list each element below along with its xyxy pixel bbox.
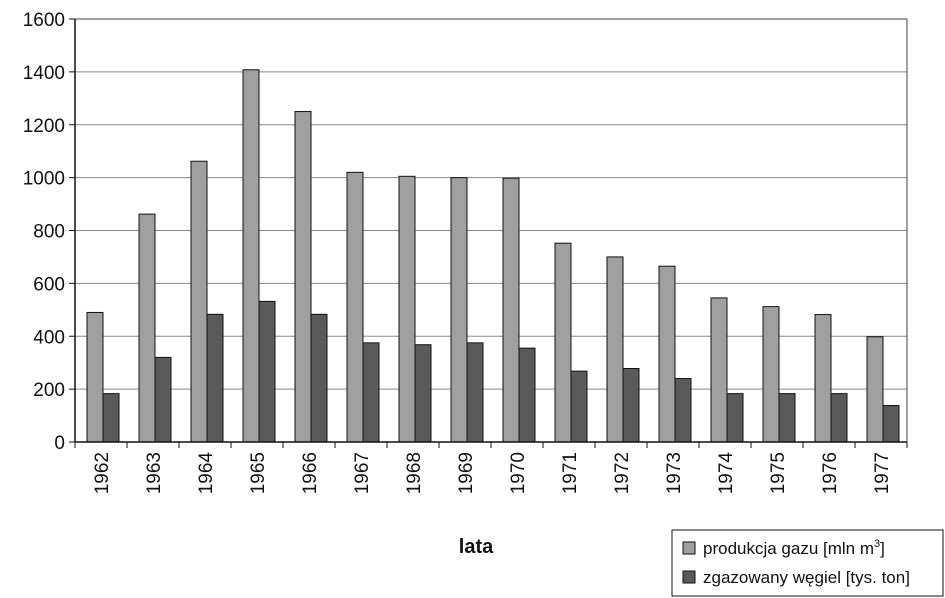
bar-gas-1971 [554, 242, 572, 443]
bar-coal-1975 [778, 393, 796, 443]
legend-swatch [682, 541, 696, 555]
legend-label-text: zgazowany węgiel [tys. ton] [703, 568, 910, 587]
bar-coal-1962 [102, 393, 120, 443]
bar-coal-1964 [206, 313, 224, 443]
x-tick-label: 1967 [352, 452, 373, 494]
bar-coal-1977 [882, 405, 900, 443]
x-tick-label: 1965 [248, 452, 269, 494]
y-tick-label: 1000 [23, 169, 65, 190]
bar-gas-1963 [138, 213, 156, 443]
legend-swatch [682, 570, 696, 584]
bar-coal-1967 [362, 342, 380, 443]
y-tick-label: 600 [33, 274, 65, 295]
x-tick-label: 1968 [404, 452, 425, 494]
x-tick-label: 1977 [872, 452, 893, 494]
y-tick-label: 800 [33, 222, 65, 243]
bar-coal-1974 [726, 393, 744, 443]
bars [86, 69, 900, 443]
y-tick-label: 200 [33, 380, 65, 401]
bar-gas-1972 [606, 256, 624, 443]
bar-coal-1972 [622, 368, 640, 443]
y-tick-label: 1200 [23, 116, 65, 137]
x-axis-title: lata [459, 536, 494, 558]
x-tick-label: 1966 [300, 452, 321, 494]
legend-label: zgazowany węgiel [tys. ton] [703, 568, 910, 587]
x-tick-label: 1970 [508, 452, 529, 494]
bar-coal-1971 [570, 370, 588, 443]
x-tick-label: 1964 [196, 452, 217, 495]
legend-label-suffix: ] [880, 539, 885, 558]
y-tick-label: 0 [54, 433, 65, 454]
bar-gas-1966 [294, 111, 312, 443]
x-tick-label: 1963 [144, 452, 165, 494]
bar-coal-1966 [310, 313, 328, 443]
x-tick-label: 1976 [820, 452, 841, 494]
bar-gas-1967 [346, 171, 364, 443]
bar-gas-1977 [866, 336, 884, 443]
y-tick-label: 1400 [23, 63, 65, 84]
bar-gas-1965 [242, 69, 260, 443]
legend-label: produkcja gazu [mln m3] [703, 538, 885, 558]
bar-gas-1962 [86, 311, 104, 443]
x-tick-label: 1973 [664, 452, 685, 494]
bar-gas-1969 [450, 177, 468, 443]
legend-box [671, 529, 944, 597]
x-tick-label: 1962 [92, 452, 113, 494]
bar-coal-1968 [414, 344, 432, 443]
bar-gas-1973 [658, 265, 676, 443]
bar-coal-1965 [258, 300, 276, 443]
bar-gas-1968 [398, 175, 416, 443]
x-tick-label: 1969 [456, 452, 477, 494]
bar-gas-1976 [814, 314, 832, 443]
y-axis-ticks: 0 200 400 600 800 1000 1200 1400 1600 [23, 10, 75, 454]
bar-coal-1976 [830, 393, 848, 443]
legend-label-text: produkcja gazu [mln m [703, 539, 874, 558]
y-tick-label: 1600 [23, 10, 65, 31]
bar-coal-1970 [518, 347, 536, 443]
axes [74, 18, 908, 443]
y-tick-label: 400 [33, 327, 65, 348]
bar-gas-1974 [710, 297, 728, 443]
x-tick-label: 1974 [716, 452, 737, 495]
x-axis-ticks: 1962 1963 1964 1965 1966 1967 1968 1969 1970 1971… [74, 442, 908, 495]
bar-coal-1963 [154, 356, 172, 443]
x-tick-label: 1971 [560, 452, 581, 494]
bar-gas-1964 [190, 160, 208, 443]
bar-gas-1970 [502, 177, 520, 443]
legend: produkcja gazu [mln m3] zgazowany węgiel … [671, 529, 944, 597]
bar-gas-1975 [762, 306, 780, 443]
bar-coal-1969 [466, 342, 484, 443]
bar-coal-1973 [674, 378, 692, 443]
x-tick-label: 1975 [768, 452, 789, 494]
x-tick-label: 1972 [612, 452, 633, 494]
legend-label-superscript: 3 [874, 538, 880, 550]
